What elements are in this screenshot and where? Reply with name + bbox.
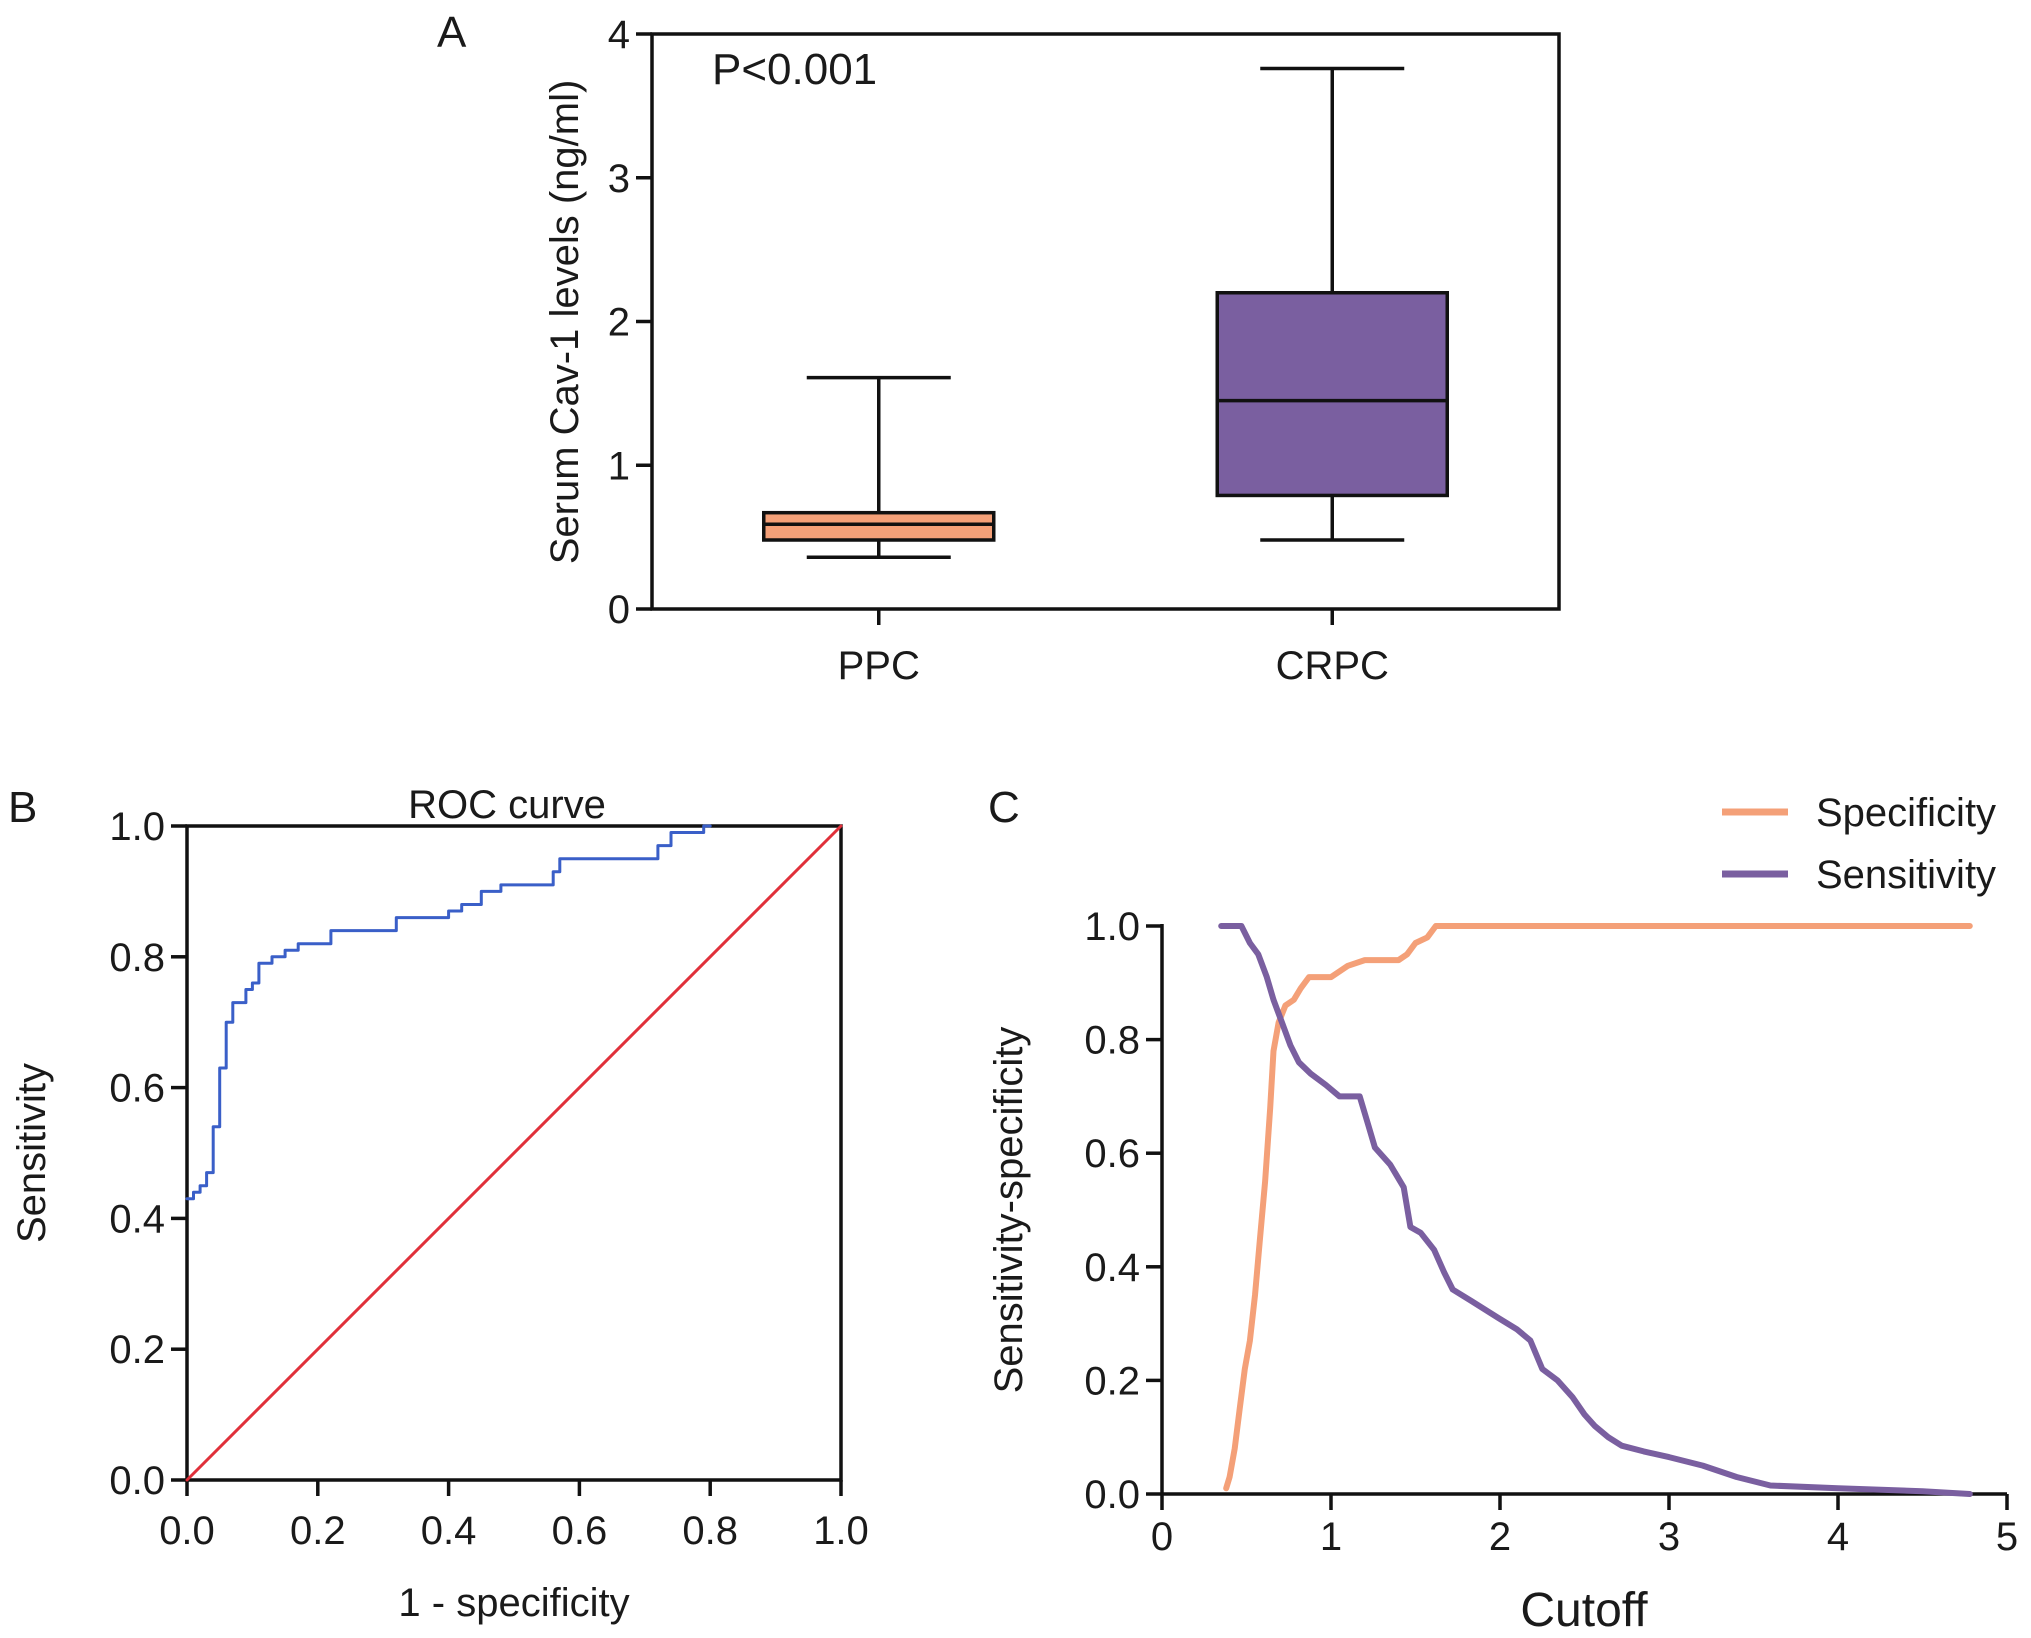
panel-c-series-sensitivity [1218,923,1973,1497]
panel-c-x-tick-label: 4 [1827,1515,1849,1559]
box-ppc-iqr [762,510,996,542]
panel-letter-a: A [437,8,467,57]
panel-c-x-tick-label: 1 [1320,1515,1342,1559]
panel-c-x-tick-label: 5 [1996,1515,2018,1559]
panel-a-p-value: P<0.001 [712,45,877,94]
panel-b-y-tick-label: 0.6 [109,1067,165,1111]
panel-c-y-tick-label: 0.6 [1084,1132,1140,1176]
panel-a-x-tick-label-ppc: PPC [838,644,920,688]
panel-b-y-tick-label: 0.0 [109,1459,165,1503]
panel-b-title: ROC curve [408,783,606,827]
panel-c-y-tick-label: 1.0 [1084,905,1140,949]
panel-b-roc-curve: ROC curve 0.00.20.40.60.81.0 0.0 0.2 0.4 0.… [10,783,869,1625]
panel-b-frame [185,824,843,1482]
panel-b-y-tick-label: 1.0 [109,805,165,849]
panel-letter-b: B [8,783,37,832]
panel-a-boxes [762,66,1449,559]
panel-c-x-tick-label: 3 [1658,1515,1680,1559]
panel-letter-c: C [988,783,1020,832]
panel-a-y-tick-label: 2 [608,301,630,345]
legend-label-specificity: Specificity [1816,791,1996,835]
panel-c-lines [1218,923,1973,1497]
panel-a-y-tick-label: 3 [608,157,630,201]
panel-a-y-tick-label: 1 [608,444,630,488]
panel-b-x-axis-label: 1 - specificity [398,1581,629,1625]
panel-c-y-tick-label: 0.0 [1084,1473,1140,1517]
panel-b-x-tick-label: 0.4 [421,1509,477,1553]
panel-c-y-ticks: 0.0 0.2 0.4 0.6 0.8 1.0 [1084,905,1162,1517]
panel-b-x-tick-label: 0.6 [552,1509,608,1553]
panel-a-y-axis-label: Serum Cav-1 levels (ng/ml) [543,80,587,565]
panel-b-series-roc [185,824,712,1201]
panel-c-x-axis-label: Cutoff [1520,1584,1648,1633]
panel-c-x-tick-label: 0 [1151,1515,1173,1559]
panel-b-x-tick-label: 0.0 [159,1509,215,1553]
box-crpc-iqr [1215,291,1449,498]
panel-c-y-tick-label: 0.2 [1084,1359,1140,1403]
panel-b-x-tick-label: 0.2 [290,1509,346,1553]
panel-b-x-ticks: 0.0 0.2 0.4 0.6 0.8 1.0 [159,1480,869,1553]
panel-c-cutoff-curves: 0.0 0.2 0.4 0.6 0.8 1.0 0 1 2 3 4 5 Sensitivity-sp… [987,791,2018,1637]
panel-c-legend: Specificity Sensitivity [1722,791,1996,897]
panel-a-y-ticks: 0 1 2 3 4 [608,13,652,632]
panel-b-lines [185,824,843,1482]
panel-b-series-reference [185,824,843,1482]
panel-b-y-tick-label: 0.2 [109,1328,165,1372]
panel-b-y-tick-label: 0.4 [109,1197,165,1241]
panel-b-y-ticks: 0.0 0.2 0.4 0.6 0.8 1.0 [109,805,187,1503]
panel-a-y-tick-label: 4 [608,13,630,57]
panel-b-y-axis-label: Sensitivity [10,1063,54,1243]
panel-c-x-ticks: 0 1 2 3 4 5 [1151,1494,2018,1559]
panel-b-y-tick-label: 0.8 [109,936,165,980]
panel-c-series-specificity [1223,923,1973,1492]
panel-c-y-axis-label: Sensitivity-specificity [987,1027,1031,1394]
panel-a-x-tick-label-crpc: CRPC [1276,644,1389,688]
panel-a-box-plot: 0 1 2 3 4 PPC CRPC P<0.001 Serum Cav-1 levels… [543,13,1561,688]
panel-c-y-tick-label: 0.8 [1084,1019,1140,1063]
panel-a-y-tick-label: 0 [608,588,630,632]
panel-c-y-tick-label: 0.4 [1084,1246,1140,1290]
panel-b-x-tick-label: 1.0 [813,1509,869,1553]
panel-b-x-tick-label: 0.8 [682,1509,738,1553]
panel-c-x-tick-label: 2 [1489,1515,1511,1559]
panel-a-x-ticks: PPC CRPC [838,609,1389,688]
legend-label-sensitivity: Sensitivity [1816,853,1996,897]
